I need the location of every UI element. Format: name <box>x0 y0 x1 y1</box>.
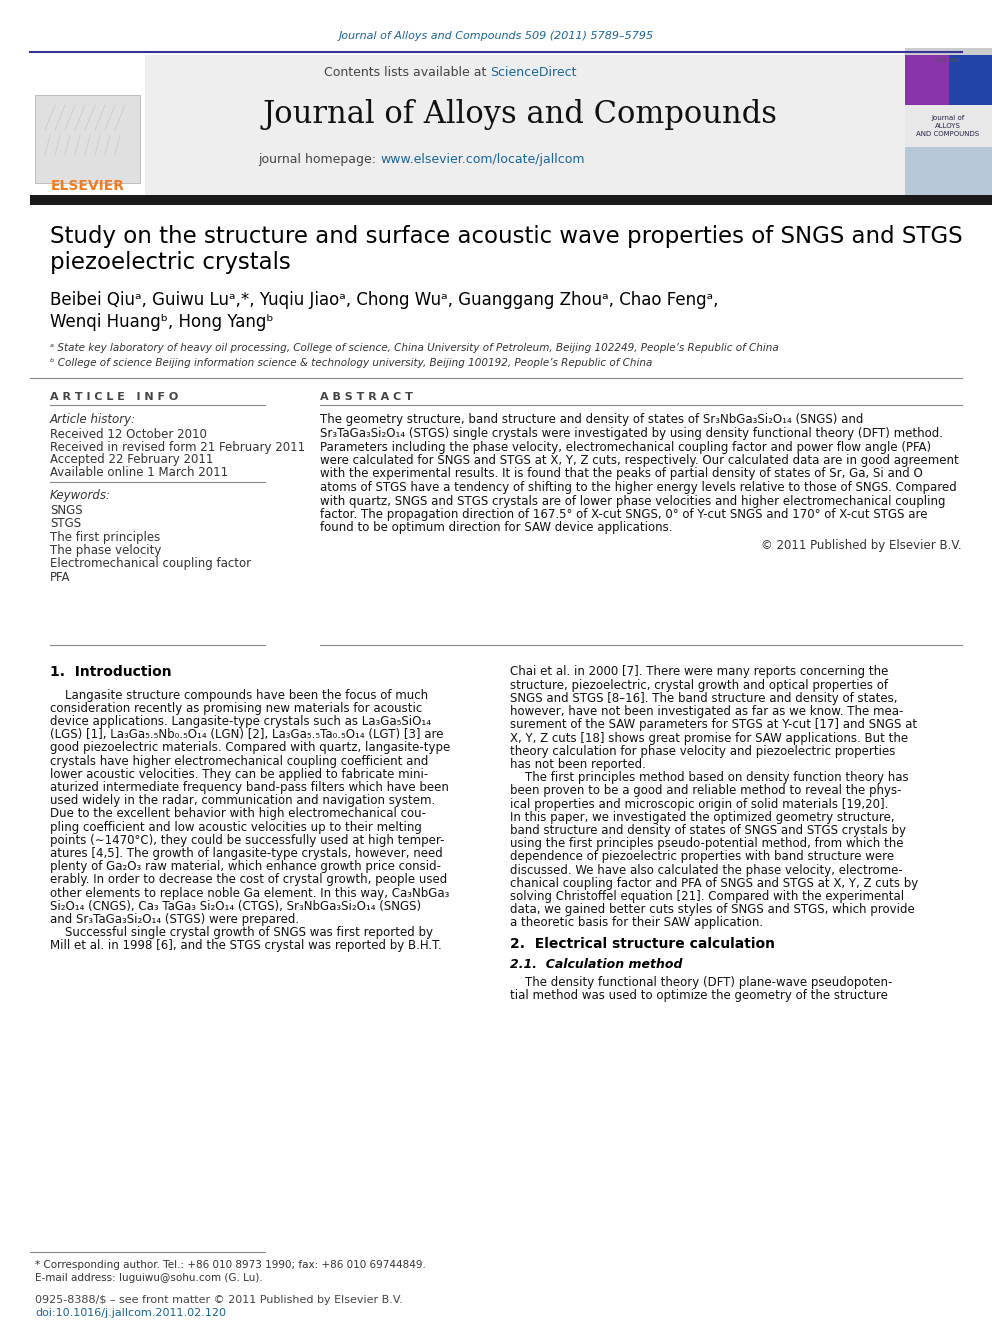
Text: consideration recently as promising new materials for acoustic: consideration recently as promising new … <box>50 701 423 714</box>
Text: dependence of piezoelectric properties with band structure were: dependence of piezoelectric properties w… <box>510 851 894 864</box>
Text: Si₂O₁₄ (CNGS), Ca₃ TaGa₃ Si₂O₁₄ (CTGS), Sr₃NbGa₃Si₂O₁₄ (SNGS): Si₂O₁₄ (CNGS), Ca₃ TaGa₃ Si₂O₁₄ (CTGS), … <box>50 900 422 913</box>
Bar <box>30 194 992 205</box>
Text: Received 12 October 2010: Received 12 October 2010 <box>50 427 207 441</box>
Text: Mill et al. in 1998 [6], and the STGS crystal was reported by B.H.T.: Mill et al. in 1998 [6], and the STGS cr… <box>50 939 441 953</box>
Text: however, have not been investigated as far as we know. The mea-: however, have not been investigated as f… <box>510 705 904 718</box>
Text: pling coefficient and low acoustic velocities up to their melting: pling coefficient and low acoustic veloc… <box>50 820 422 833</box>
Text: erably. In order to decrease the cost of crystal growth, people used: erably. In order to decrease the cost of… <box>50 873 447 886</box>
Text: The first principles method based on density function theory has: The first principles method based on den… <box>510 771 909 785</box>
Text: good piezoelectric materials. Compared with quartz, langasite-type: good piezoelectric materials. Compared w… <box>50 741 450 754</box>
Text: band structure and density of states of SNGS and STGS crystals by: band structure and density of states of … <box>510 824 906 837</box>
Text: Accepted 22 February 2011: Accepted 22 February 2011 <box>50 454 213 467</box>
Bar <box>905 147 992 194</box>
Text: 2.  Electrical structure calculation: 2. Electrical structure calculation <box>510 937 775 951</box>
Text: atures [4,5]. The growth of langasite-type crystals, however, need: atures [4,5]. The growth of langasite-ty… <box>50 847 442 860</box>
Text: lower acoustic velocities. They can be applied to fabricate mini-: lower acoustic velocities. They can be a… <box>50 767 429 781</box>
Text: The geometry structure, band structure and density of states of Sr₃NbGa₃Si₂O₁₄ (: The geometry structure, band structure a… <box>320 414 863 426</box>
Text: Successful single crystal growth of SNGS was first reported by: Successful single crystal growth of SNGS… <box>50 926 433 939</box>
Text: Journal of Alloys and Compounds: Journal of Alloys and Compounds <box>263 99 778 131</box>
Text: Article history:: Article history: <box>50 414 136 426</box>
Text: www.elsevier.com/locate/jallcom: www.elsevier.com/locate/jallcom <box>380 153 584 167</box>
Text: A R T I C L E   I N F O: A R T I C L E I N F O <box>50 392 179 402</box>
Bar <box>949 48 992 105</box>
Text: with the experimental results. It is found that the peaks of partial density of : with the experimental results. It is fou… <box>320 467 923 480</box>
Text: Keywords:: Keywords: <box>50 490 111 503</box>
Text: (LGS) [1], La₃Ga₅.₅Nb₀.₅O₁₄ (LGN) [2], La₃Ga₅.₅Ta₀.₅O₁₄ (LGT) [3] are: (LGS) [1], La₃Ga₅.₅Nb₀.₅O₁₄ (LGN) [2], L… <box>50 728 443 741</box>
Text: Journal of Alloys and Compounds 509 (2011) 5789–5795: Journal of Alloys and Compounds 509 (201… <box>338 30 654 41</box>
Text: device applications. Langasite-type crystals such as La₃Ga₅SiO₁₄: device applications. Langasite-type crys… <box>50 714 431 728</box>
Text: surement of the SAW parameters for STGS at Y-cut [17] and SNGS at: surement of the SAW parameters for STGS … <box>510 718 918 732</box>
Text: atoms of STGS have a tendency of shifting to the higher energy levels relative t: atoms of STGS have a tendency of shiftin… <box>320 482 956 493</box>
Text: 0925-8388/$ – see front matter © 2011 Published by Elsevier B.V.: 0925-8388/$ – see front matter © 2011 Pu… <box>35 1295 403 1304</box>
Text: ScienceDirect: ScienceDirect <box>490 66 576 78</box>
Text: 1.  Introduction: 1. Introduction <box>50 665 172 679</box>
Text: PFA: PFA <box>50 572 70 583</box>
Text: and Sr₃TaGa₃Si₂O₁₄ (STGS) were prepared.: and Sr₃TaGa₃Si₂O₁₄ (STGS) were prepared. <box>50 913 300 926</box>
Text: ical properties and microscopic origin of solid materials [19,20].: ical properties and microscopic origin o… <box>510 798 889 811</box>
Text: using the first principles pseudo-potential method, from which the: using the first principles pseudo-potent… <box>510 837 904 851</box>
Text: crystals have higher electromechanical coupling coefficient and: crystals have higher electromechanical c… <box>50 754 429 767</box>
Text: Beibei Qiuᵃ, Guiwu Luᵃ,*, Yuqiu Jiaoᵃ, Chong Wuᵃ, Guanggang Zhouᵃ, Chao Fengᵃ,: Beibei Qiuᵃ, Guiwu Luᵃ,*, Yuqiu Jiaoᵃ, C… <box>50 291 718 310</box>
Text: Study on the structure and surface acoustic wave properties of SNGS and STGS: Study on the structure and surface acous… <box>50 225 962 249</box>
Text: Wenqi Huangᵇ, Hong Yangᵇ: Wenqi Huangᵇ, Hong Yangᵇ <box>50 314 274 331</box>
Text: journal homepage:: journal homepage: <box>258 153 380 167</box>
Text: discussed. We have also calculated the phase velocity, electrome-: discussed. We have also calculated the p… <box>510 864 903 877</box>
Text: Langasite structure compounds have been the focus of much: Langasite structure compounds have been … <box>50 688 429 701</box>
Text: points (∼1470°C), they could be successfully used at high temper-: points (∼1470°C), they could be successf… <box>50 833 444 847</box>
Text: SNGS and STGS [8–16]. The band structure and density of states,: SNGS and STGS [8–16]. The band structure… <box>510 692 898 705</box>
Text: X, Y, Z cuts [18] shows great promise for SAW applications. But the: X, Y, Z cuts [18] shows great promise fo… <box>510 732 908 745</box>
Text: The density functional theory (DFT) plane-wave pseudopoten-: The density functional theory (DFT) plan… <box>510 975 893 988</box>
Text: SNGS: SNGS <box>50 504 82 516</box>
Text: were calculated for SNGS and STGS at X, Y, Z cuts, respectively. Our calculated : were calculated for SNGS and STGS at X, … <box>320 454 958 467</box>
Text: Chai et al. in 2000 [7]. There were many reports concerning the: Chai et al. in 2000 [7]. There were many… <box>510 665 889 679</box>
Text: Electromechanical coupling factor: Electromechanical coupling factor <box>50 557 251 570</box>
Text: ᵃ State key laboratory of heavy oil processing, College of science, China Univer: ᵃ State key laboratory of heavy oil proc… <box>50 343 779 353</box>
Text: doi:10.1016/j.jallcom.2011.02.120: doi:10.1016/j.jallcom.2011.02.120 <box>35 1308 226 1318</box>
Text: 2.1.  Calculation method: 2.1. Calculation method <box>510 958 682 971</box>
Text: © 2011 Published by Elsevier B.V.: © 2011 Published by Elsevier B.V. <box>762 538 962 552</box>
Text: ELSEVIER: ELSEVIER <box>935 57 961 62</box>
Text: Sr₃TaGa₃Si₂O₁₄ (STGS) single crystals were investigated by using density functio: Sr₃TaGa₃Si₂O₁₄ (STGS) single crystals we… <box>320 427 943 441</box>
Bar <box>905 48 949 105</box>
Text: The phase velocity: The phase velocity <box>50 544 162 557</box>
Text: a theoretic basis for their SAW application.: a theoretic basis for their SAW applicat… <box>510 917 763 929</box>
Text: Available online 1 March 2011: Available online 1 March 2011 <box>50 467 228 479</box>
Text: plenty of Ga₂O₃ raw material, which enhance growth price consid-: plenty of Ga₂O₃ raw material, which enha… <box>50 860 441 873</box>
Text: structure, piezoelectric, crystal growth and optical properties of: structure, piezoelectric, crystal growth… <box>510 679 888 692</box>
Bar <box>35 95 140 183</box>
Text: Journal of
ALLOYS
AND COMPOUNDS: Journal of ALLOYS AND COMPOUNDS <box>917 115 979 138</box>
Text: been proven to be a good and reliable method to reveal the phys-: been proven to be a good and reliable me… <box>510 785 902 798</box>
Text: solving Christoffel equation [21]. Compared with the experimental: solving Christoffel equation [21]. Compa… <box>510 890 904 902</box>
Text: STGS: STGS <box>50 517 81 531</box>
Bar <box>30 56 145 194</box>
Text: Contents lists available at: Contents lists available at <box>323 66 490 78</box>
Bar <box>145 56 905 194</box>
Text: A B S T R A C T: A B S T R A C T <box>320 392 413 402</box>
Text: found to be optimum direction for SAW device applications.: found to be optimum direction for SAW de… <box>320 521 673 534</box>
Text: The first principles: The first principles <box>50 531 161 544</box>
Text: Parameters including the phase velocity, electromechanical coupling factor and p: Parameters including the phase velocity,… <box>320 441 931 454</box>
Text: with quartz, SNGS and STGS crystals are of lower phase velocities and higher ele: with quartz, SNGS and STGS crystals are … <box>320 495 945 508</box>
Text: piezoelectric crystals: piezoelectric crystals <box>50 251 291 274</box>
Text: data, we gained better cuts styles of SNGS and STGS, which provide: data, we gained better cuts styles of SN… <box>510 904 915 916</box>
Text: has not been reported.: has not been reported. <box>510 758 646 771</box>
Text: other elements to replace noble Ga element. In this way, Ca₃NbGa₃: other elements to replace noble Ga eleme… <box>50 886 449 900</box>
Text: aturized intermediate frequency band-pass filters which have been: aturized intermediate frequency band-pas… <box>50 781 448 794</box>
Text: Due to the excellent behavior with high electromechanical cou-: Due to the excellent behavior with high … <box>50 807 426 820</box>
Text: ᵇ College of science Beijing information science & technology university, Beijin: ᵇ College of science Beijing information… <box>50 359 653 368</box>
Text: used widely in the radar, communication and navigation system.: used widely in the radar, communication … <box>50 794 435 807</box>
Text: chanical coupling factor and PFA of SNGS and STGS at X, Y, Z cuts by: chanical coupling factor and PFA of SNGS… <box>510 877 919 889</box>
Text: factor. The propagation direction of 167.5° of X-cut SNGS, 0° of Y-cut SNGS and : factor. The propagation direction of 167… <box>320 508 928 521</box>
Text: ELSEVIER: ELSEVIER <box>51 179 125 193</box>
Text: * Corresponding author. Tel.: +86 010 8973 1990; fax: +86 010 69744849.: * Corresponding author. Tel.: +86 010 89… <box>35 1259 426 1270</box>
Text: Received in revised form 21 February 2011: Received in revised form 21 February 201… <box>50 441 306 454</box>
Text: E-mail address: luguiwu@sohu.com (G. Lu).: E-mail address: luguiwu@sohu.com (G. Lu)… <box>35 1273 263 1283</box>
Bar <box>905 105 992 147</box>
Text: tial method was used to optimize the geometry of the structure: tial method was used to optimize the geo… <box>510 988 888 1002</box>
Bar <box>905 56 992 194</box>
Text: In this paper, we investigated the optimized geometry structure,: In this paper, we investigated the optim… <box>510 811 895 824</box>
Text: theory calculation for phase velocity and piezoelectric properties: theory calculation for phase velocity an… <box>510 745 896 758</box>
Bar <box>905 48 992 56</box>
